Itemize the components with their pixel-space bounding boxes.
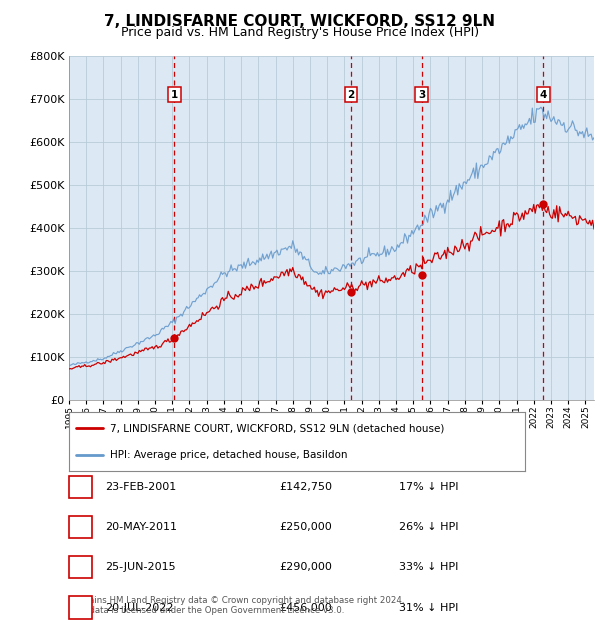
Text: 20-JUL-2022: 20-JUL-2022 <box>105 603 173 613</box>
Text: £290,000: £290,000 <box>279 562 332 572</box>
Text: £142,750: £142,750 <box>279 482 332 492</box>
Text: 31% ↓ HPI: 31% ↓ HPI <box>399 603 458 613</box>
Text: £456,000: £456,000 <box>279 603 332 613</box>
Text: 2: 2 <box>77 522 84 532</box>
Text: 17% ↓ HPI: 17% ↓ HPI <box>399 482 458 492</box>
Text: 20-MAY-2011: 20-MAY-2011 <box>105 522 177 532</box>
Text: 3: 3 <box>77 562 84 572</box>
Text: 25-JUN-2015: 25-JUN-2015 <box>105 562 176 572</box>
Text: 2: 2 <box>347 89 355 100</box>
Text: 1: 1 <box>77 482 84 492</box>
Text: 3: 3 <box>418 89 425 100</box>
Text: 4: 4 <box>539 89 547 100</box>
Text: Contains HM Land Registry data © Crown copyright and database right 2024.
This d: Contains HM Land Registry data © Crown c… <box>69 596 404 615</box>
Text: 33% ↓ HPI: 33% ↓ HPI <box>399 562 458 572</box>
Text: 26% ↓ HPI: 26% ↓ HPI <box>399 522 458 532</box>
Text: 7, LINDISFARNE COURT, WICKFORD, SS12 9LN: 7, LINDISFARNE COURT, WICKFORD, SS12 9LN <box>104 14 496 29</box>
Text: 23-FEB-2001: 23-FEB-2001 <box>105 482 176 492</box>
Text: HPI: Average price, detached house, Basildon: HPI: Average price, detached house, Basi… <box>110 450 347 460</box>
Text: 7, LINDISFARNE COURT, WICKFORD, SS12 9LN (detached house): 7, LINDISFARNE COURT, WICKFORD, SS12 9LN… <box>110 423 445 433</box>
Text: £250,000: £250,000 <box>279 522 332 532</box>
Text: 1: 1 <box>171 89 178 100</box>
Text: 4: 4 <box>76 603 85 613</box>
Text: Price paid vs. HM Land Registry's House Price Index (HPI): Price paid vs. HM Land Registry's House … <box>121 26 479 39</box>
